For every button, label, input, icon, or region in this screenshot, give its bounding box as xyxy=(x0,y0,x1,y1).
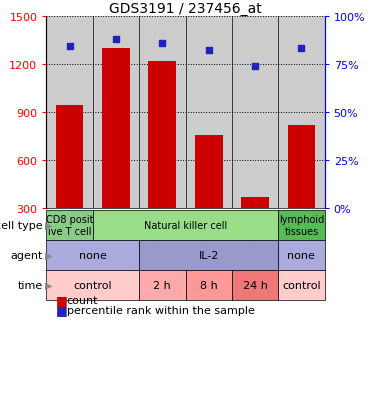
Text: ▶: ▶ xyxy=(45,221,52,230)
Text: ■: ■ xyxy=(56,293,68,306)
Text: IL-2: IL-2 xyxy=(198,250,219,260)
Text: percentile rank within the sample: percentile rank within the sample xyxy=(67,305,255,315)
Text: lymphoid
tissues: lymphoid tissues xyxy=(279,215,324,236)
Text: Natural killer cell: Natural killer cell xyxy=(144,221,227,230)
Text: ■: ■ xyxy=(56,304,68,317)
Bar xyxy=(278,17,325,209)
Text: ▶: ▶ xyxy=(45,280,52,290)
Bar xyxy=(148,62,176,209)
Bar xyxy=(241,197,269,209)
Bar xyxy=(93,17,139,209)
Text: count: count xyxy=(67,295,98,305)
Text: time: time xyxy=(17,280,43,290)
Point xyxy=(67,44,73,50)
Point xyxy=(160,40,165,47)
Text: none: none xyxy=(288,250,315,260)
Bar xyxy=(186,17,232,209)
Point xyxy=(206,48,211,55)
Text: 8 h: 8 h xyxy=(200,280,217,290)
Bar xyxy=(232,17,278,209)
Text: control: control xyxy=(282,280,321,290)
Bar xyxy=(139,17,186,209)
Bar xyxy=(56,106,83,209)
Text: 2 h: 2 h xyxy=(154,280,171,290)
Text: none: none xyxy=(79,250,107,260)
Text: 24 h: 24 h xyxy=(243,280,267,290)
Bar xyxy=(46,17,93,209)
Title: GDS3191 / 237456_at: GDS3191 / 237456_at xyxy=(109,2,262,16)
Text: cell type: cell type xyxy=(0,221,43,230)
Text: agent: agent xyxy=(10,250,43,260)
Bar xyxy=(195,136,223,209)
Text: control: control xyxy=(73,280,112,290)
Point xyxy=(113,36,119,43)
Bar xyxy=(102,48,130,209)
Point xyxy=(252,63,258,70)
Text: ▶: ▶ xyxy=(45,250,52,260)
Point xyxy=(298,46,304,52)
Text: CD8 posit
ive T cell: CD8 posit ive T cell xyxy=(46,215,93,236)
Bar xyxy=(288,125,315,209)
